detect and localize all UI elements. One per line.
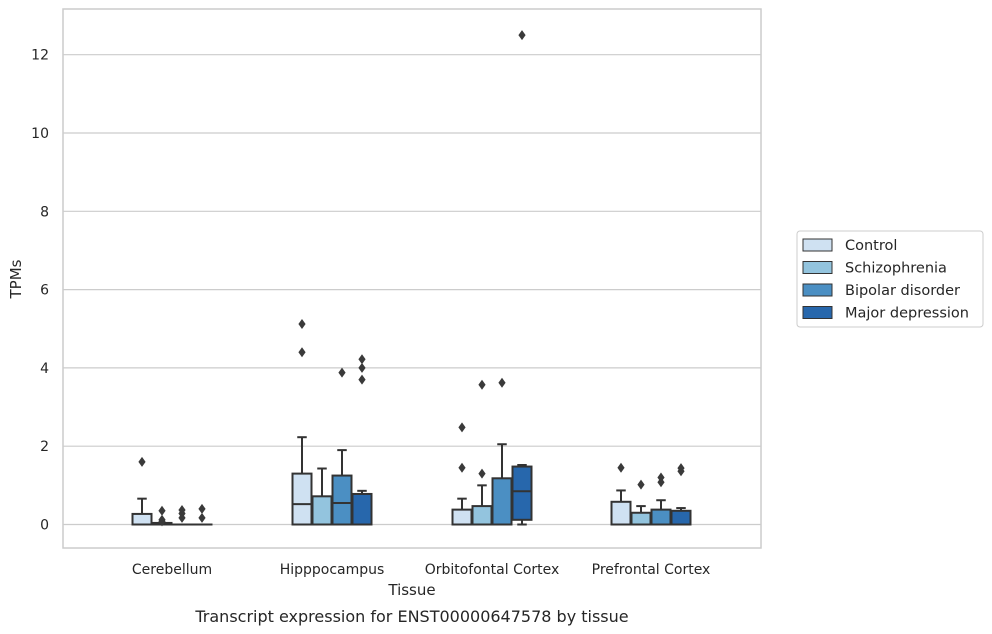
legend-swatch — [802, 261, 833, 274]
outlier-point — [338, 367, 346, 378]
outlier-point — [198, 503, 206, 514]
box — [491, 377, 513, 526]
box-body — [610, 500, 632, 526]
box-body — [331, 474, 353, 526]
outlier-point — [478, 468, 486, 479]
legend-frame — [796, 230, 984, 328]
box — [151, 505, 173, 527]
box-groups — [131, 30, 692, 527]
box — [131, 456, 153, 526]
y-tick-label: 4 — [40, 361, 49, 377]
box — [311, 467, 333, 526]
x-tick-label: Cerebellum — [132, 562, 212, 578]
outlier-point — [178, 505, 186, 516]
outlier-point — [158, 505, 166, 516]
y-tick-labels: 0 2 4 6 8 10 12 — [31, 48, 49, 534]
legend-label: Control — [845, 238, 897, 254]
legend-label: Schizophrenia — [845, 261, 947, 277]
box — [630, 479, 652, 526]
box-body — [630, 511, 652, 526]
y-tick-label: 8 — [40, 204, 49, 220]
y-tick-label: 2 — [40, 439, 49, 455]
box — [171, 505, 193, 526]
outlier-point — [657, 472, 665, 483]
outlier-point — [637, 479, 645, 490]
outlier-point — [198, 512, 206, 523]
box-body — [650, 508, 672, 526]
box — [351, 354, 373, 526]
box-body — [311, 495, 333, 526]
box-body — [291, 472, 313, 526]
y-tick-label: 6 — [40, 283, 49, 299]
box-body — [491, 477, 513, 526]
box — [191, 503, 213, 526]
x-tick-label: Orbitofontal Cortex — [425, 562, 560, 578]
box — [511, 30, 533, 526]
box-body — [670, 509, 692, 526]
outlier-point — [158, 514, 166, 525]
box — [451, 422, 473, 526]
outlier-point — [458, 422, 466, 433]
outlier-point — [677, 463, 685, 474]
outlier-point — [298, 347, 306, 358]
x-tick-label: Hipppocampus — [280, 562, 385, 578]
outlier-point — [478, 379, 486, 390]
box-body — [131, 512, 153, 526]
outlier-point — [518, 30, 526, 41]
legend: Control Schizophrenia Bipolar disorder Majo… — [796, 230, 984, 328]
outlier-point — [498, 377, 506, 388]
outlier-point — [138, 456, 146, 467]
x-tick-label: Prefrontal Cortex — [592, 562, 711, 578]
plot-frame — [62, 8, 762, 549]
legend-label: Major depression — [845, 306, 969, 322]
box-body — [471, 505, 493, 526]
outlier-point — [358, 374, 366, 385]
x-axis-label: Tissue — [387, 581, 435, 599]
y-axis-label: TPMs — [7, 259, 25, 299]
box — [331, 367, 353, 526]
outlier-point — [458, 462, 466, 473]
box-body — [351, 492, 373, 526]
x-tick-labels: Cerebellum Hipppocampus Orbitofontal Corte… — [132, 562, 710, 578]
y-tick-label: 0 — [40, 518, 49, 534]
box-body — [511, 465, 533, 521]
legend-swatch — [802, 283, 833, 297]
box — [670, 463, 692, 526]
legend-label: Bipolar disorder — [845, 283, 960, 299]
y-tick-label: 10 — [31, 126, 49, 142]
legend-swatch — [802, 238, 833, 252]
outlier-point — [298, 319, 306, 330]
box — [291, 319, 313, 526]
outlier-point — [617, 462, 625, 473]
outlier-point — [358, 362, 366, 373]
outlier-point — [358, 354, 366, 365]
legend-swatch — [802, 306, 833, 319]
y-tick-label: 12 — [31, 48, 49, 64]
chart-caption: Transcript expression for ENST0000064757… — [194, 607, 628, 626]
box-body — [451, 508, 473, 526]
